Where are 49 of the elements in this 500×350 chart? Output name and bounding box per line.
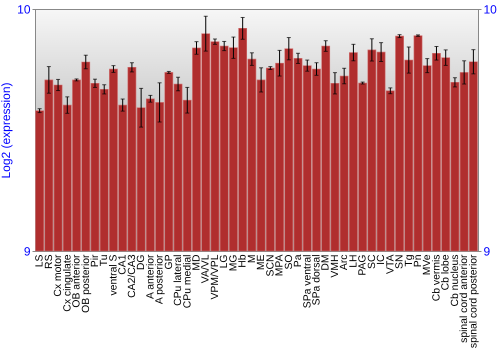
x-tick-label: A anterior (145, 254, 156, 299)
x-tick-label: CA1 (118, 254, 129, 275)
x-tick-label: VTA (385, 254, 396, 274)
x-tick-label: Cb vermis (431, 254, 442, 302)
x-tick-label: Pa (293, 254, 304, 268)
x-tick-label: LH (348, 254, 360, 268)
x-tick-label: Pir (90, 254, 101, 268)
x-tick-label: VMH (330, 254, 341, 278)
x-tick-label: VA/VL (200, 254, 212, 284)
x-tick-label: SPa dorsal (311, 254, 322, 306)
x-tick-label: MPA (274, 254, 286, 276)
x-tick-label: VPM/VPL (210, 254, 221, 300)
x-tick-label: Tg (404, 254, 415, 267)
x-tick-label: DG (136, 254, 148, 270)
x-tick-label: M (246, 254, 258, 264)
y2-tick-label: 9 (484, 244, 490, 258)
x-tick-label: DM (320, 254, 332, 271)
y-axis-title: Log2 (expression) (0, 82, 14, 179)
x-tick-label: LG (219, 254, 230, 268)
x-tick-label: SO (284, 254, 295, 270)
x-tick-label: A posterior (154, 254, 166, 304)
x-tick-label: IC (376, 254, 388, 265)
x-tick-label: SCN (265, 254, 276, 276)
x-tick-label: spinal cord posterior (468, 254, 480, 348)
x-tick-label: PAG (358, 254, 369, 276)
x-tick-label: ventral S (108, 254, 120, 296)
x-tick-label: Cb nucleus (450, 254, 461, 306)
x-tick-label: Arc (339, 254, 350, 270)
x-tick-label: OB anterior (72, 254, 83, 308)
x-tick-label: MVe (422, 254, 434, 276)
x-tick-label: ME (256, 254, 268, 270)
x-tick-label: MG (228, 254, 240, 272)
x-tick-label: OB posterior (80, 254, 92, 313)
x-tick-label: Hb (238, 254, 249, 268)
x-tick-label: Cb lobe (440, 254, 452, 290)
x-tick-label: Cx motor (53, 254, 64, 297)
x-tick-label: RS (44, 254, 55, 269)
x-tick-label: CA2/CA3 (126, 254, 138, 298)
x-tick-label: spinal cord anterior (459, 254, 470, 343)
x-tick-label: CPu medial (182, 254, 194, 308)
x-tick-label: Cx cingulate (62, 254, 74, 312)
y2-tick-label: 10 (484, 2, 498, 16)
x-tick-label: LS (34, 254, 46, 268)
x-tick-label: GP (164, 254, 175, 270)
x-tick-label: SN (394, 254, 406, 269)
x-tick-label: Tu (99, 254, 110, 266)
x-tick-label: CPu lateral (173, 254, 184, 306)
x-tick-label: SC (366, 254, 378, 269)
x-tick-label: SPa ventral (302, 254, 314, 308)
